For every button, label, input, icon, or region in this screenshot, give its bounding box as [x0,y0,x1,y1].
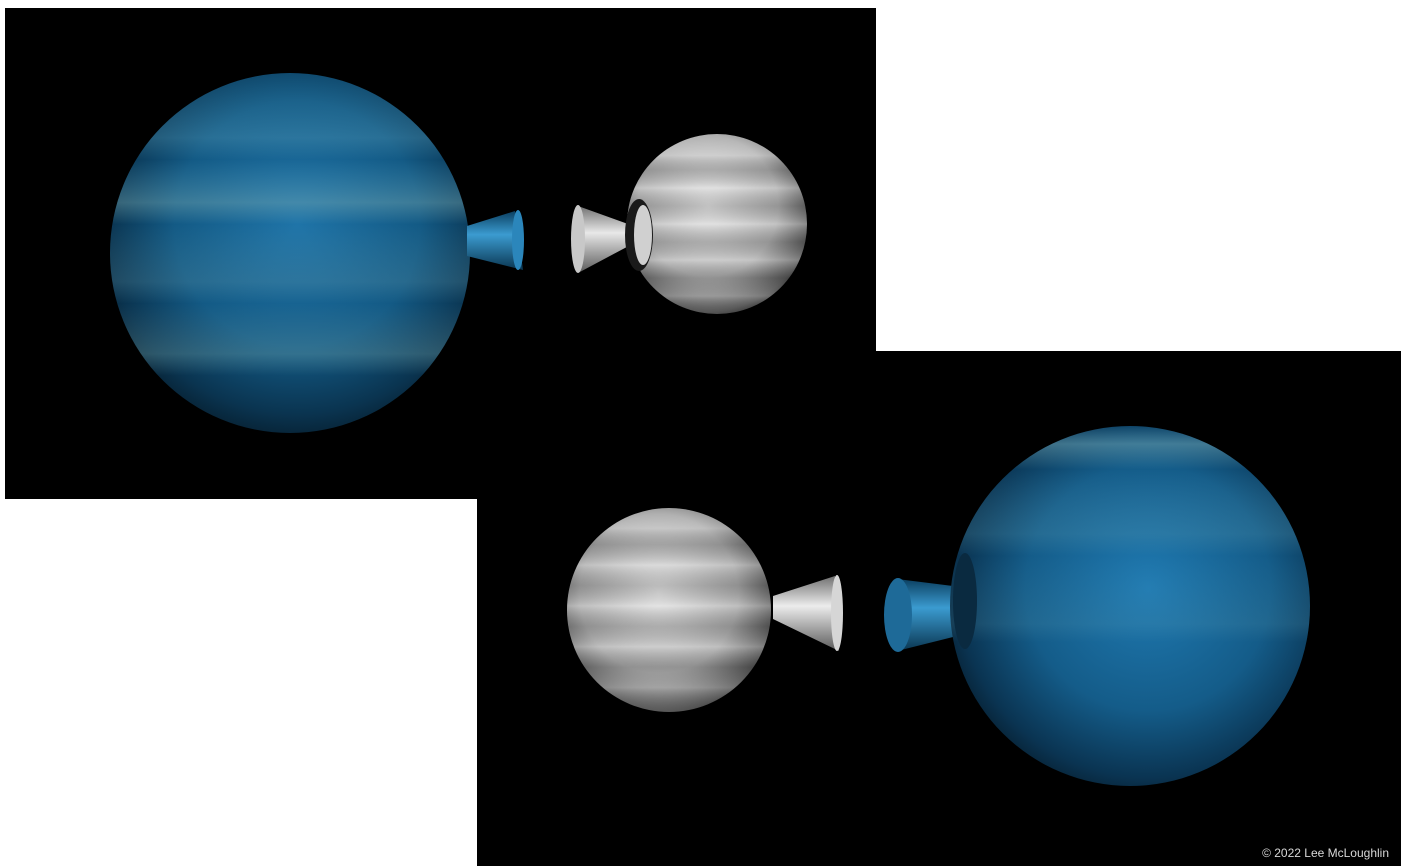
bottom-render-panel: © 2022 Lee McLoughlin [477,351,1401,866]
grey-cone [773,575,843,651]
top-render-panel [5,8,876,499]
top-render-scene [110,73,807,433]
blue-planet [110,73,470,433]
blue-cone [467,210,524,270]
grey-cone [571,205,653,273]
bottom-render-scene [567,426,1310,786]
blue-planet [950,426,1310,786]
grey-planet [625,134,807,314]
copyright-credit: © 2022 Lee McLoughlin [1262,846,1389,860]
grey-planet [567,508,771,712]
